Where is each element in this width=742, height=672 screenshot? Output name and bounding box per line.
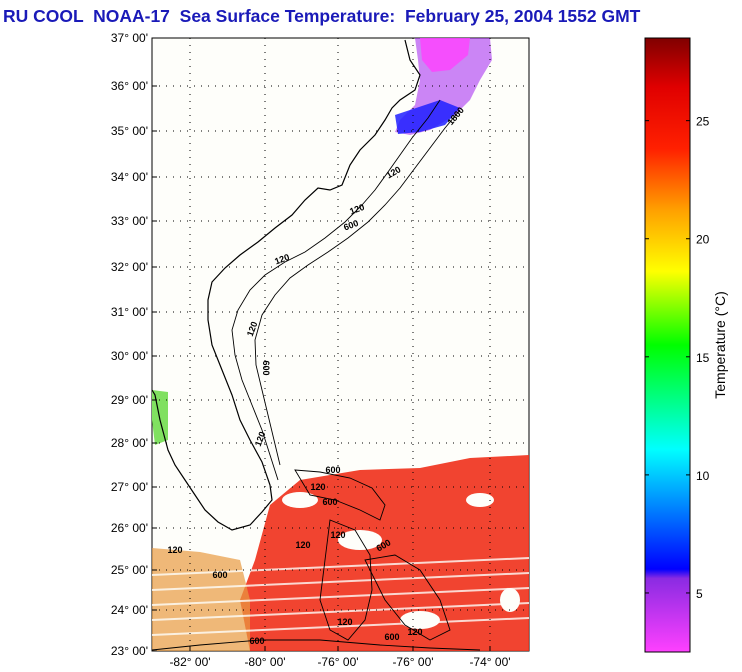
longitude-label: -82° 00' [169,655,210,669]
latitude-label: 25° 00' [111,563,148,577]
colorbar-tick-label: 15 [696,351,710,365]
longitude-label: -76° 00' [392,655,433,669]
isobath-label: 600 [261,360,271,375]
warm-water-west [152,548,250,651]
latitude-label: 35° 00' [111,124,148,138]
shelf-water-blue [395,100,460,134]
latitude-label: 37° 00' [111,31,148,45]
latitude-label: 30° 00' [111,349,148,363]
latitude-label: 34° 00' [111,170,148,184]
isobath-label: 120 [245,320,260,338]
colorbar-tick-label: 10 [696,469,710,483]
longitude-label: -74° 00' [469,655,510,669]
isobath-label: 120 [310,482,325,492]
isobath-120 [231,99,441,481]
coastline [152,39,421,531]
longitude-label: -80° 00' [244,655,285,669]
colorbar [644,37,691,653]
isobath-label: 120 [337,617,352,627]
bahamas-bank-great [319,519,373,641]
latitude-label: 33° 00' [111,214,148,228]
latitude-label: 36° 00' [111,79,148,93]
longitude-label: -76° 00' [317,655,358,669]
isobath-label: 600 [212,570,227,580]
latitude-label: 26° 00' [111,521,148,535]
longitude-labels: -82° 00' -80° 00' -76° 00' -76° 00' -74° 00' [169,646,511,669]
isobath-label: 120 [295,540,310,550]
isobath-label: 120 [407,627,422,637]
latitude-label: 27° 00' [111,480,148,494]
isobath-label: 120 [167,545,182,555]
isobath-label: 600 [342,218,360,233]
latitude-label: 32° 00' [111,260,148,274]
colorbar-label: Temperature (°C) [712,291,728,399]
bahamas-bank-north [294,469,386,521]
isobath-label: 600 [249,636,264,646]
isobath-label: 120 [348,202,366,217]
colorbar-ticks: 25 20 15 10 5 [645,115,710,601]
latitude-label: 28° 00' [111,436,148,450]
colorbar-tick-label: 20 [696,233,710,247]
isobath-label: 600 [325,465,340,475]
latitude-label: 29° 00' [111,393,148,407]
bahamas-bank-south [364,554,451,641]
isobath-label: 600 [384,632,399,642]
map-title: RU COOL NOAA-17 Sea Surface Temperature:… [3,6,641,26]
colorbar-tick-label: 25 [696,115,710,129]
cold-water-core [420,38,470,72]
isobath-600 [254,109,461,466]
isobath-label: 120 [330,530,345,540]
isobath-label: 120 [253,430,268,448]
cuba-coast [152,639,481,651]
colorbar-tick-label: 5 [696,587,703,601]
latitude-label: 31° 00' [111,305,148,319]
latitude-labels: 37° 00' 36° 00' 35° 00' 34° 00' 33° 00' 32° 0… [111,31,157,658]
isobath-label: 600 [322,497,337,507]
latitude-label: 24° 00' [111,603,148,617]
isobath-label: 120 [273,252,291,267]
latitude-label: 23° 00' [111,644,148,658]
